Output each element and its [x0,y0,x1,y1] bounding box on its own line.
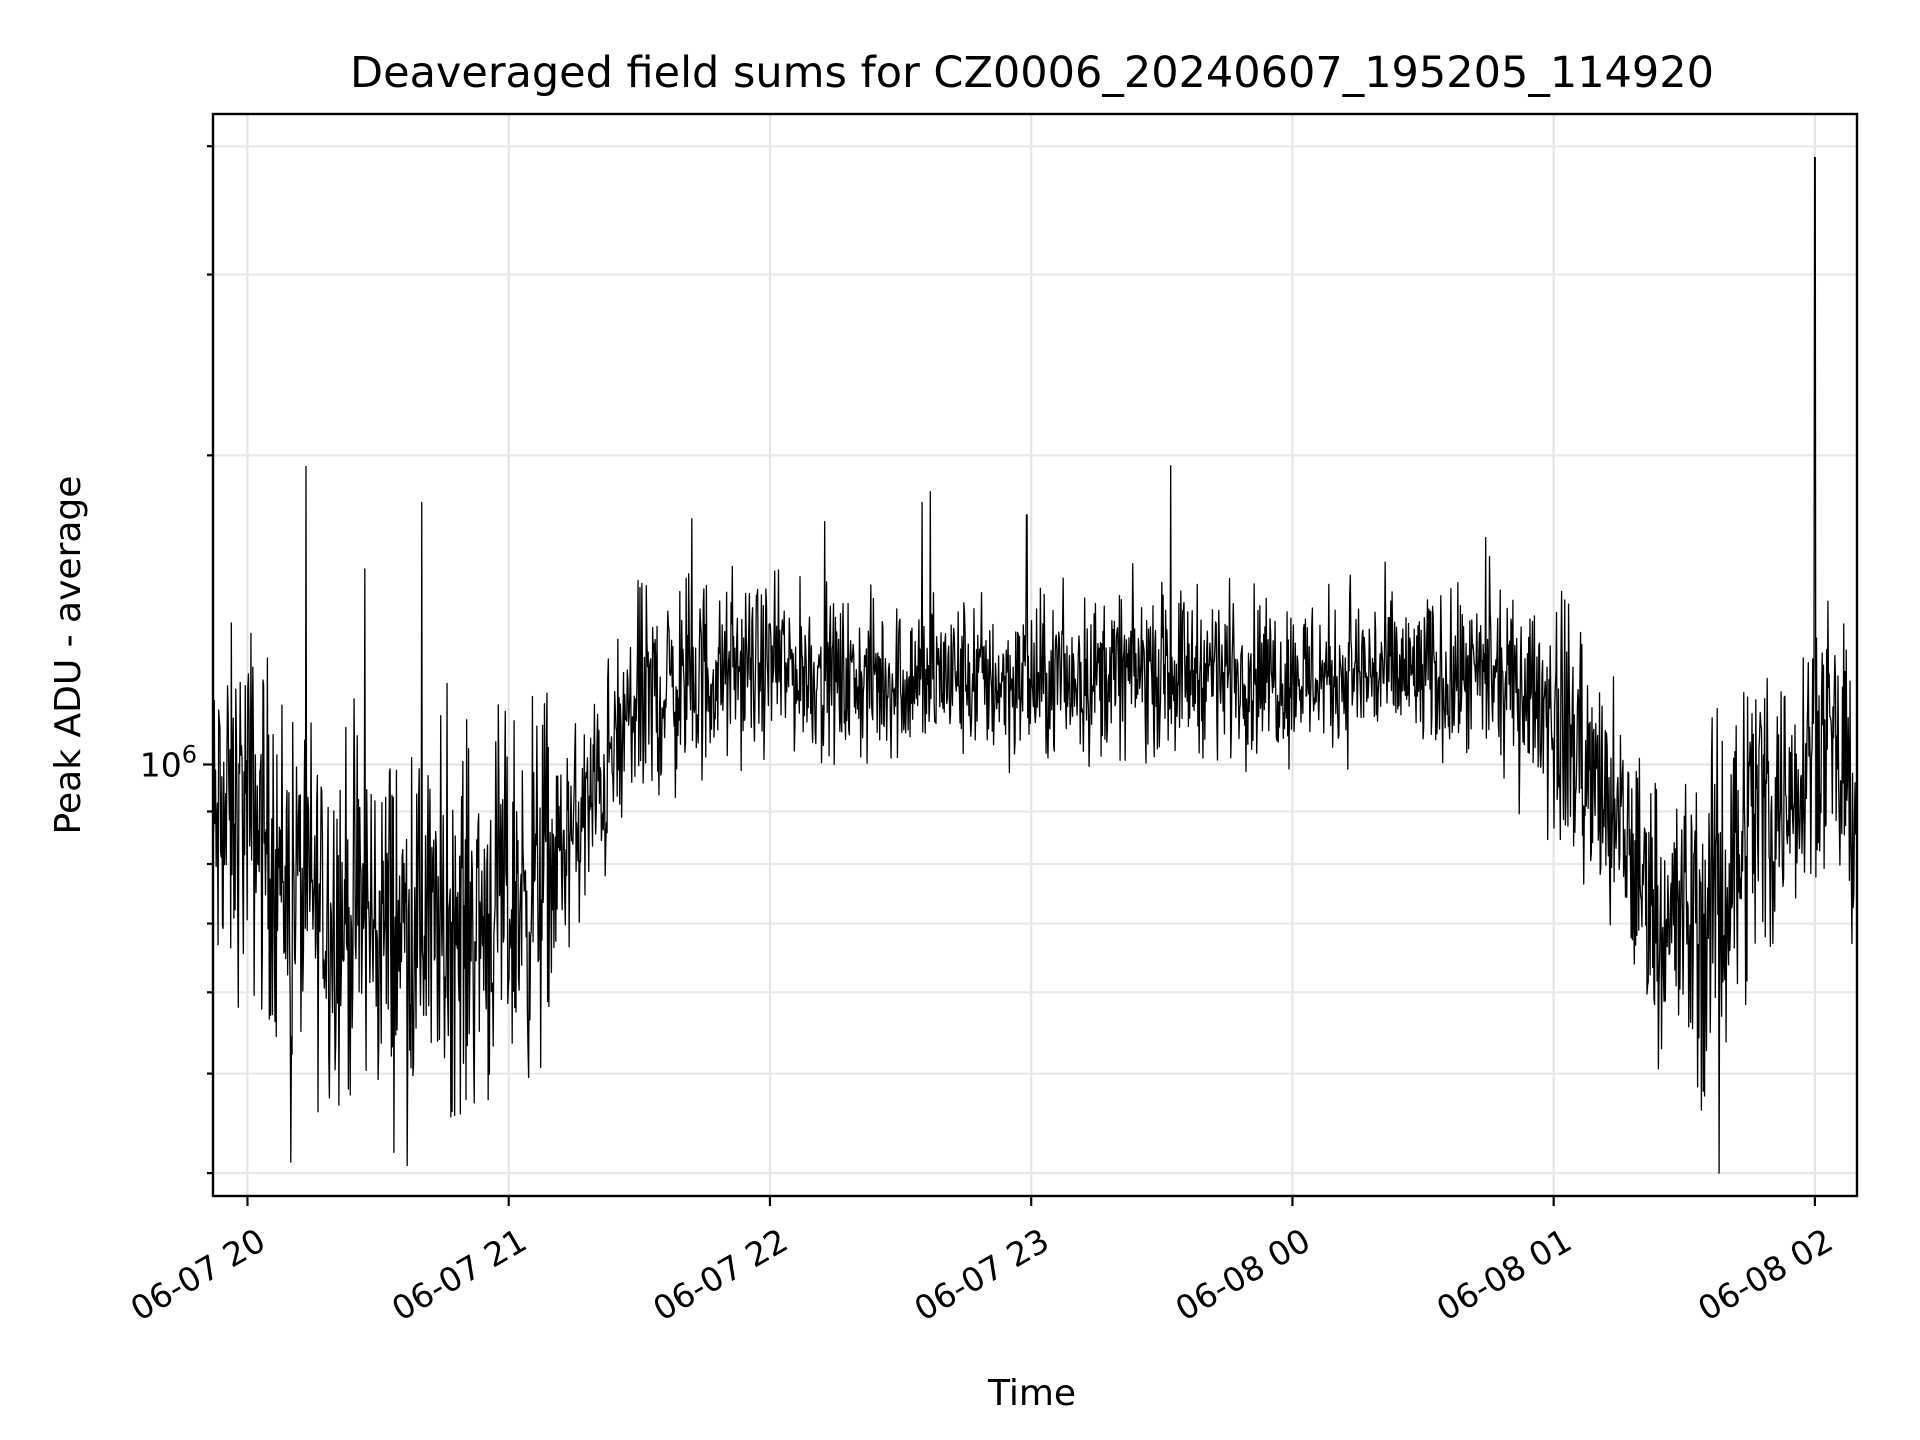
series-line [213,156,1857,1174]
x-tick-label: 06-07 20 [124,1221,272,1329]
plot-frame [211,112,1859,1198]
y-axis-label: Peak ADU - average [48,476,89,835]
y-tick-label: 106 [140,740,197,784]
plot-area [213,156,1857,1174]
x-tick-label: 06-07 21 [385,1221,533,1329]
x-tick-label: 06-08 00 [1169,1221,1317,1329]
x-tick-label: 06-08 01 [1430,1221,1578,1329]
x-axis-label: Time [987,1373,1076,1414]
x-tick-label: 06-07 23 [908,1221,1056,1329]
x-axis: 06-07 20 06-07 21 06-07 22 06-07 23 06-08 00… [124,1196,1839,1329]
chart-title: Deaveraged field sums for CZ0006_2024060… [350,48,1714,98]
y-axis: 106 [140,145,213,1175]
x-tick-label: 06-08 02 [1691,1221,1839,1329]
x-tick-label: 06-07 22 [646,1221,794,1329]
